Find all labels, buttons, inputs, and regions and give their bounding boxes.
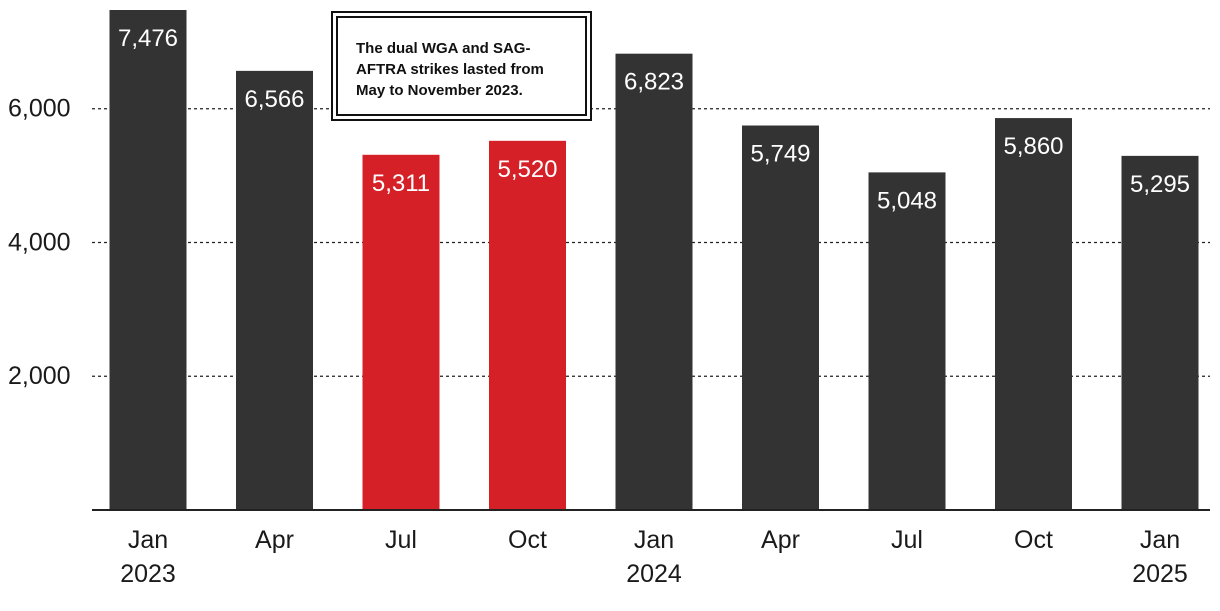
x-tick-label: Apr <box>255 526 294 554</box>
y-tick-label: 4,000 <box>8 228 71 256</box>
bar <box>109 10 187 510</box>
x-tick-label: 2024 <box>626 560 682 588</box>
bar <box>742 125 819 511</box>
y-axis-tick-labels: 2,000 4,000 6,000 <box>8 95 71 391</box>
bar <box>868 172 946 511</box>
x-tick-label: Jul <box>891 526 923 554</box>
bar <box>995 118 1072 510</box>
x-tick-label: Jul <box>385 526 417 554</box>
bar <box>1121 155 1199 511</box>
bar <box>615 53 693 510</box>
bar-value-label: 7,476 <box>118 25 178 52</box>
bar-value-label: 5,520 <box>497 156 557 183</box>
bar <box>236 70 313 510</box>
bar-value-label: 5,860 <box>1003 133 1063 160</box>
bar-value-label: 5,295 <box>1130 171 1190 198</box>
bar <box>362 154 440 510</box>
bar-value-labels: 7,476 6,566 5,311 5,520 6,823 5,749 5,048 5,860… <box>118 25 1190 214</box>
bar-value-label: 5,048 <box>877 187 937 214</box>
bar-value-label: 6,823 <box>624 69 684 96</box>
x-tick-label: Jan <box>128 526 168 554</box>
annotation-box: The dual WGA and SAG-AFTRA strikes laste… <box>331 11 592 121</box>
x-axis-tick-labels: Jan 2023 Apr Jul Oct Jan 2024 Apr Jul Oct Jan 2025 <box>120 526 1188 588</box>
x-tick-label: Jan <box>1140 526 1180 554</box>
x-tick-label: 2023 <box>120 560 176 588</box>
x-tick-label: Apr <box>761 526 800 554</box>
bar <box>489 140 566 511</box>
y-tick-label: 6,000 <box>8 95 71 123</box>
bar-value-label: 6,566 <box>244 86 304 113</box>
bars <box>109 10 1199 511</box>
y-tick-label: 2,000 <box>8 362 71 390</box>
x-tick-label: Oct <box>1014 526 1053 554</box>
bar-value-label: 5,311 <box>372 170 430 197</box>
bar-value-label: 5,749 <box>750 141 810 168</box>
x-tick-label: 2025 <box>1132 560 1188 588</box>
x-tick-label: Jan <box>634 526 674 554</box>
x-tick-label: Oct <box>508 526 547 554</box>
annotation-text: The dual WGA and SAG-AFTRA strikes laste… <box>336 16 587 116</box>
